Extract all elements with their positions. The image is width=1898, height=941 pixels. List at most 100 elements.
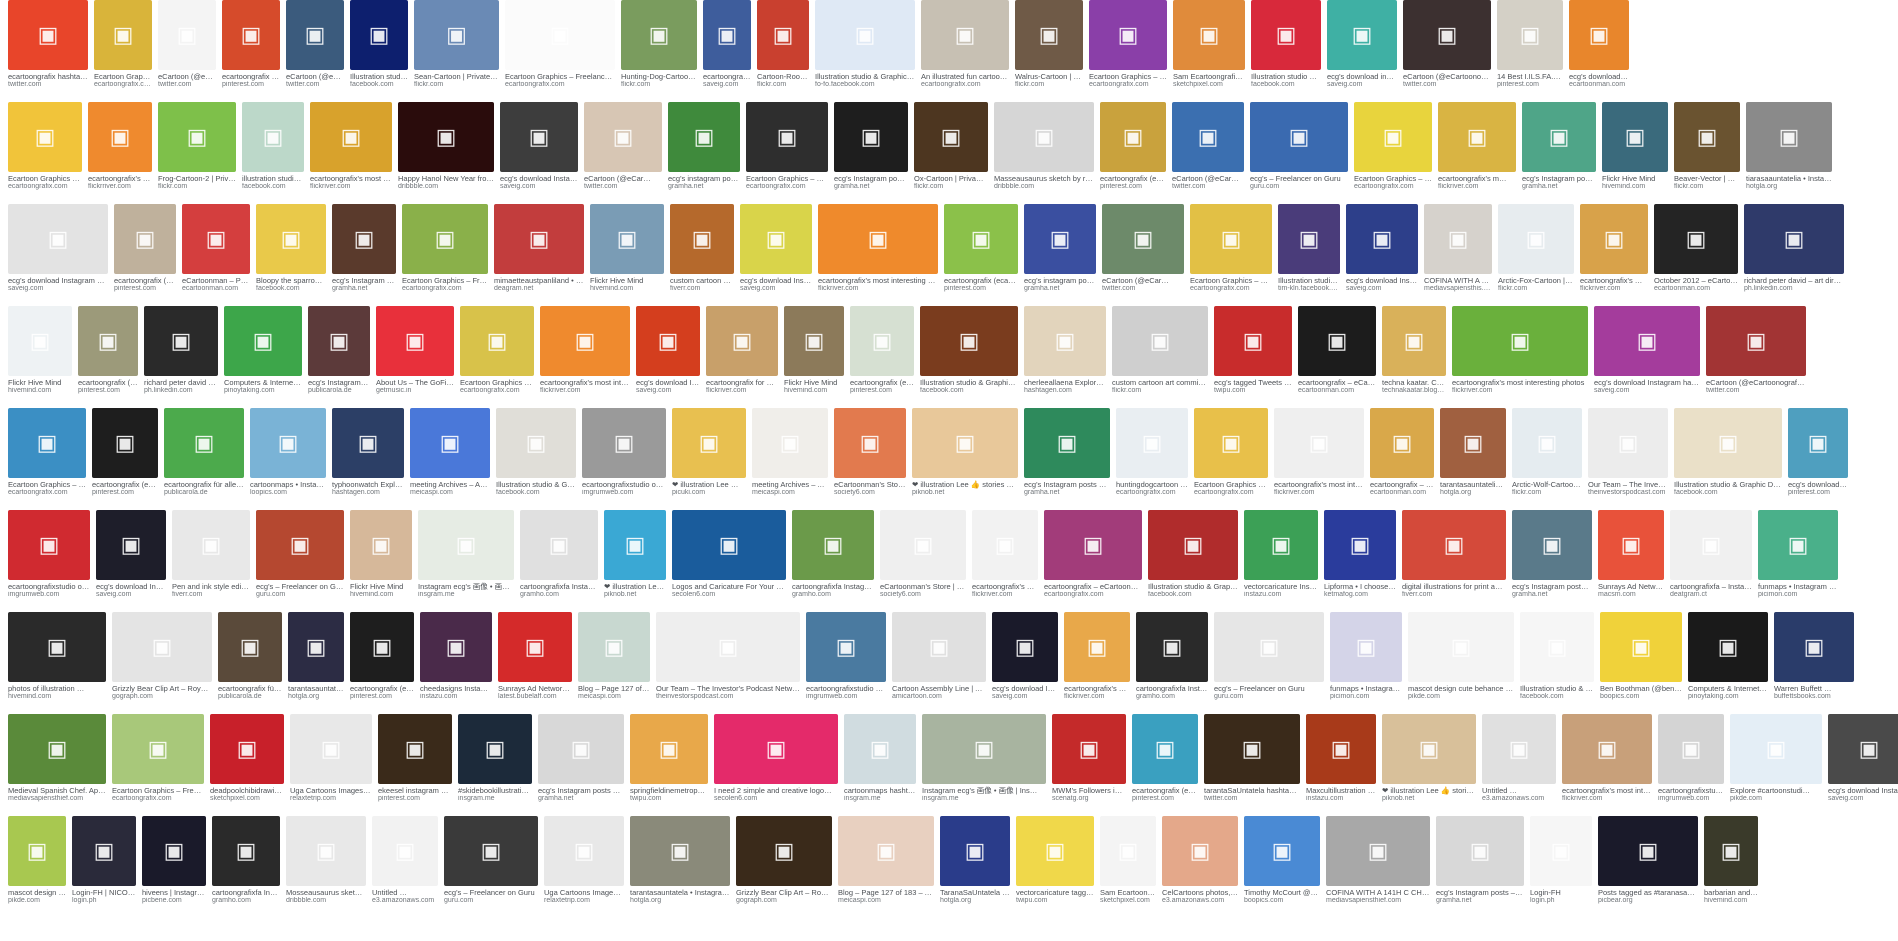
- image-caption[interactable]: tarantasauntatelia – …: [1440, 480, 1506, 489]
- image-thumbnail[interactable]: ▣: [96, 510, 166, 580]
- image-result[interactable]: ▣ Pen and ink style editori…fiverr.com: [172, 510, 250, 603]
- image-result[interactable]: ▣ Computers & Internet – pag…pinoytaking.…: [1688, 612, 1768, 705]
- image-result[interactable]: ▣ vectorcaricature Instag…instazu.com: [1244, 510, 1318, 603]
- image-result[interactable]: ▣ Illustration studio & Gr… facebook.com: [1520, 612, 1594, 705]
- image-source[interactable]: insgram.me: [458, 795, 495, 802]
- image-source[interactable]: login.ph: [72, 897, 97, 904]
- image-result[interactable]: ▣ ecartoongrafixstudio on I…imgrumweb.com: [806, 612, 886, 705]
- image-result[interactable]: ▣ ecg's – Freelancer on Guru guru.com: [444, 816, 538, 909]
- image-source[interactable]: mediavsapiensthief.com: [8, 795, 84, 802]
- image-result[interactable]: ▣ mascot design cut…pikde.com: [8, 816, 66, 909]
- image-source[interactable]: meicaspi.com: [578, 693, 621, 700]
- image-caption[interactable]: ecartoongrafix für alle In…: [164, 480, 244, 489]
- image-result[interactable]: ▣ ecg's download Instagra…saveig.com: [500, 102, 578, 195]
- image-caption[interactable]: illustration studio …: [242, 174, 304, 183]
- image-source[interactable]: saveig.com: [740, 285, 776, 292]
- image-caption[interactable]: richard peter david – art director …: [1744, 276, 1844, 285]
- image-thumbnail[interactable]: ▣: [912, 408, 1018, 478]
- image-result[interactable]: ▣ eCartoon (@eCartoonogra… twitter.com: [1403, 0, 1491, 93]
- image-source[interactable]: latest.bubelaff.com: [498, 693, 557, 700]
- image-caption[interactable]: eCartoonman – Page 1…: [182, 276, 250, 285]
- image-result[interactable]: ▣ ecg's download … pinterest.com: [1788, 408, 1848, 501]
- image-caption[interactable]: Sam Ecartoongrafix Illustrati…: [1173, 72, 1245, 81]
- image-source[interactable]: guru.com: [256, 591, 286, 598]
- image-result[interactable]: ▣ tarantasauntatelia – …hotgla.org: [1440, 408, 1506, 501]
- image-result[interactable]: ▣ Flickr Hive Mind hivemind.com: [8, 306, 72, 399]
- image-source[interactable]: facebook.com: [1251, 81, 1295, 88]
- image-result[interactable]: ▣ ecg's tagged Tweets and…twipu.com: [1214, 306, 1292, 399]
- image-source[interactable]: saveig.com: [636, 387, 672, 394]
- image-caption[interactable]: Sunrays Ad Netwo…: [1598, 582, 1664, 591]
- image-caption[interactable]: Mosseausaurus sketch by rich…: [286, 888, 366, 897]
- image-source[interactable]: twipu.com: [1214, 387, 1246, 394]
- image-result[interactable]: ▣ meeting Archives – Art of …meicaspi.com: [410, 408, 490, 501]
- image-result[interactable]: ▣ Blog – Page 127 of 18…meicaspi.com: [578, 612, 650, 705]
- image-result[interactable]: ▣ ecartoongrafix für alle In…publicarola.…: [218, 612, 282, 705]
- image-thumbnail[interactable]: ▣: [332, 204, 396, 274]
- image-result[interactable]: ▣ cherleeallaena Explore #… hashtagen.com: [1024, 306, 1106, 399]
- image-caption[interactable]: vectorcaricature Instag…: [1244, 582, 1318, 591]
- image-result[interactable]: ▣ ecg's download Instagram hashl…saveig.c…: [8, 204, 108, 297]
- image-thumbnail[interactable]: ▣: [1598, 816, 1698, 886]
- image-caption[interactable]: ecartoongrafix (ecartio…: [222, 72, 280, 81]
- image-thumbnail[interactable]: ▣: [1024, 306, 1106, 376]
- image-source[interactable]: getmusic.in: [376, 387, 412, 394]
- image-result[interactable]: ▣ Hunting-Dog-Cartoon | Pri…flickr.com: [621, 0, 697, 93]
- image-caption[interactable]: Ecartoon Graphics – Fre…: [1354, 174, 1432, 183]
- image-source[interactable]: ph.linkedin.com: [1744, 285, 1793, 292]
- image-caption[interactable]: ecartoongrafix's m…: [972, 582, 1038, 591]
- image-source[interactable]: hashtagen.com: [1024, 387, 1072, 394]
- image-caption[interactable]: ecartoongrafixstudio on I…: [582, 480, 666, 489]
- image-source[interactable]: flickr.com: [757, 81, 787, 88]
- image-source[interactable]: picbene.com: [142, 897, 182, 904]
- image-caption[interactable]: Medieval Spanish Chef. April 2…: [8, 786, 106, 795]
- image-source[interactable]: pinterest.com: [378, 795, 421, 802]
- image-caption[interactable]: Flickr Hive Mind: [1602, 174, 1656, 183]
- image-source[interactable]: flickriver.com: [706, 387, 747, 394]
- image-caption[interactable]: Ecartoon Graphics – …: [94, 72, 152, 81]
- image-thumbnail[interactable]: ▣: [1052, 714, 1126, 784]
- image-result[interactable]: ▣ Illustration studio & Graphic Desig…fac…: [1674, 408, 1782, 501]
- image-thumbnail[interactable]: ▣: [892, 612, 986, 682]
- image-source[interactable]: dribbble.com: [398, 183, 439, 190]
- image-source[interactable]: flickriver.com: [310, 183, 351, 190]
- image-thumbnail[interactable]: ▣: [1774, 612, 1854, 682]
- image-source[interactable]: hivemind.com: [8, 693, 52, 700]
- image-result[interactable]: ▣ ecartoongrafix (eca…pinterest.com: [78, 306, 138, 399]
- image-caption[interactable]: Ecartoon Graphics – Freela…: [112, 786, 204, 795]
- image-caption[interactable]: Instagram ecg's 画像 • 画像 | Ins…: [922, 786, 1038, 795]
- image-source[interactable]: flickriver.com: [1064, 693, 1105, 700]
- image-result[interactable]: ▣ cartoonmaps hashtag …insgram.me: [844, 714, 916, 807]
- image-result[interactable]: ▣ Ecartoon Graphics – Freel…ecartoongrafi…: [8, 408, 86, 501]
- image-result[interactable]: ▣ Grizzly Bear Clip Art – Royalty Free …g…: [112, 612, 212, 705]
- image-thumbnail[interactable]: ▣: [1112, 306, 1208, 376]
- image-source[interactable]: flickriver.com: [818, 285, 859, 292]
- image-caption[interactable]: ecartoongrafix's most interesting photos: [1452, 378, 1585, 387]
- image-caption[interactable]: Uga Cartoons Images – Reveles Sea…: [544, 888, 624, 897]
- image-thumbnail[interactable]: ▣: [494, 204, 584, 274]
- image-thumbnail[interactable]: ▣: [1354, 102, 1432, 172]
- image-result[interactable]: ▣ ecg's Instagram posts …gramha.net: [538, 714, 624, 807]
- image-result[interactable]: ▣ eCartoonman's Store | Soc…society6.com: [880, 510, 966, 603]
- image-result[interactable]: ▣ ecartoongrafix's m… flickriver.com: [1580, 204, 1648, 297]
- image-caption[interactable]: eCartoon (@eCar…: [286, 72, 344, 81]
- image-result[interactable]: ▣ Logos and Caricature For Your Bloom…sec…: [672, 510, 786, 603]
- image-source[interactable]: mediavsapiensthis.com: [1424, 285, 1492, 292]
- image-caption[interactable]: Ecartoon Graphics – Fre…: [1089, 72, 1167, 81]
- image-result[interactable]: ▣ Cartoon Assembly Line | A… amicartoon.co…: [892, 612, 986, 705]
- image-caption[interactable]: ecg's download Inst…: [992, 684, 1058, 693]
- image-caption[interactable]: tarantasauntatela…: [288, 684, 344, 693]
- image-thumbnail[interactable]: ▣: [1214, 612, 1324, 682]
- image-thumbnail[interactable]: ▣: [1594, 306, 1700, 376]
- image-result[interactable]: ▣ Sunrays Ad Netwo… macsm.com: [1598, 510, 1664, 603]
- image-thumbnail[interactable]: ▣: [1274, 408, 1364, 478]
- image-thumbnail[interactable]: ▣: [940, 816, 1010, 886]
- image-result[interactable]: ▣ springfieldinemetrops i… twipu.com: [630, 714, 708, 807]
- image-thumbnail[interactable]: ▣: [1746, 102, 1832, 172]
- image-result[interactable]: ▣ Sam Ecartoongrafix Illustrati…sketchpix…: [1173, 0, 1245, 93]
- image-caption[interactable]: ecartoongrafix …: [703, 72, 751, 81]
- image-caption[interactable]: ecartoongrafix's most interesting …: [540, 378, 630, 387]
- image-thumbnail[interactable]: ▣: [142, 816, 206, 886]
- image-caption[interactable]: tarantaSaUntatela hashtag on …: [1204, 786, 1300, 795]
- image-source[interactable]: ecartoongrafix.com: [460, 387, 520, 394]
